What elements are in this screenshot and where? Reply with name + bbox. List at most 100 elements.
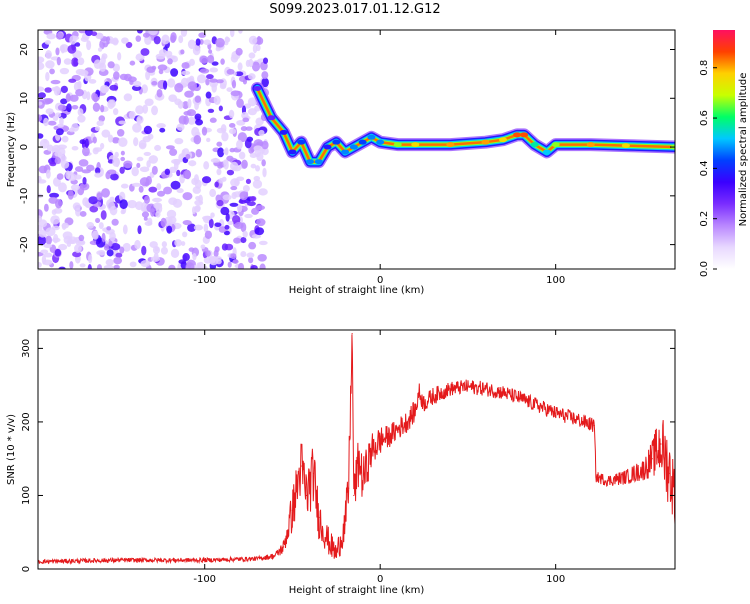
noise-blob — [154, 144, 162, 151]
noise-blob — [59, 67, 70, 75]
noise-blob — [55, 112, 62, 118]
noise-blob — [209, 67, 219, 73]
noise-blob — [199, 68, 210, 74]
frequency-track-point — [297, 139, 306, 145]
noise-blob — [255, 165, 261, 172]
noise-blob — [71, 145, 79, 151]
noise-blob — [46, 144, 54, 152]
noise-blob — [98, 222, 104, 229]
noise-blob — [209, 188, 217, 198]
noise-blob — [147, 217, 153, 226]
noise-blob — [165, 145, 175, 150]
noise-blob — [244, 138, 252, 149]
noise-blob — [151, 105, 159, 116]
noise-blob — [247, 73, 256, 80]
colorbar — [713, 30, 735, 269]
noise-blob — [174, 137, 184, 145]
noise-blob — [113, 256, 123, 265]
noise-blob — [119, 166, 125, 174]
noise-blob — [46, 33, 56, 40]
noise-blob — [219, 83, 227, 90]
noise-blob — [141, 245, 147, 256]
noise-blob — [88, 196, 99, 205]
noise-blob — [211, 83, 217, 93]
noise-blob — [39, 138, 50, 149]
noise-blob — [223, 230, 230, 236]
noise-blob — [182, 231, 188, 238]
noise-blob — [220, 58, 225, 65]
snr-data-point — [669, 472, 671, 474]
frequency-track-point — [621, 143, 630, 149]
noise-blob — [96, 192, 103, 201]
noise-blob — [43, 117, 49, 127]
colorbar-tick-label: 0.6 — [699, 110, 710, 126]
noise-blob — [101, 53, 108, 60]
noise-blob — [204, 230, 213, 239]
noise-blob — [247, 108, 257, 116]
noise-blob — [98, 249, 106, 256]
noise-blob — [142, 104, 149, 114]
snr-data-point — [256, 558, 258, 560]
noise-blob — [123, 93, 133, 102]
noise-blob — [168, 216, 177, 225]
x-tick-label: -100 — [193, 275, 216, 286]
noise-blob — [80, 36, 89, 42]
noise-blob — [248, 52, 256, 59]
noise-blob — [38, 229, 47, 238]
noise-blob — [182, 192, 193, 201]
noise-blob — [226, 155, 234, 162]
noise-blob — [108, 240, 113, 247]
noise-blob — [234, 221, 244, 230]
noise-blob — [199, 55, 209, 64]
frequency-track-point — [411, 142, 420, 148]
noise-blob — [236, 204, 243, 213]
noise-blob — [218, 105, 223, 112]
noise-blob — [67, 44, 77, 54]
noise-blob — [48, 196, 58, 204]
noise-blob — [38, 219, 48, 228]
noise-blob — [167, 58, 173, 65]
noise-blob — [45, 108, 54, 115]
noise-blob — [208, 49, 213, 54]
noise-blob — [224, 37, 231, 43]
x-axis-label: Height of straight line (km) — [289, 285, 425, 296]
noise-blob — [251, 61, 261, 72]
noise-blob — [69, 94, 79, 102]
noise-blob — [45, 235, 52, 245]
noise-blob — [101, 129, 111, 138]
noise-blob — [164, 168, 171, 176]
noise-blob — [152, 197, 163, 203]
noise-blob — [77, 114, 86, 123]
noise-blob — [160, 217, 167, 228]
noise-blob — [107, 134, 114, 143]
noise-blob — [209, 78, 218, 83]
frequency-track-point — [367, 134, 376, 140]
noise-blob — [74, 42, 81, 47]
frequency-track-point — [358, 139, 367, 145]
colorbar-tick-label: 0.0 — [699, 261, 710, 277]
noise-blob — [244, 213, 253, 219]
noise-blob — [182, 101, 190, 110]
snr-data-point — [625, 476, 627, 478]
noise-blob — [103, 243, 109, 251]
noise-blob — [200, 244, 206, 250]
noise-blob — [115, 252, 123, 258]
snr-data-point — [388, 436, 390, 438]
noise-blob — [191, 126, 200, 137]
noise-blob — [247, 97, 258, 107]
noise-blob — [100, 210, 107, 220]
noise-blob — [256, 218, 266, 227]
noise-blob — [151, 165, 158, 175]
noise-blob — [151, 81, 158, 86]
noise-blob — [255, 36, 264, 45]
frequency-track-point — [314, 159, 323, 165]
noise-blob — [139, 166, 150, 173]
snr-data-point — [358, 458, 360, 460]
noise-blob — [38, 235, 47, 246]
snr-data-point — [283, 546, 285, 548]
y-tick-label: -20 — [19, 236, 30, 252]
noise-blob — [117, 52, 122, 61]
noise-blob — [55, 32, 64, 40]
noise-blob — [234, 71, 244, 77]
noise-blob — [78, 159, 89, 167]
